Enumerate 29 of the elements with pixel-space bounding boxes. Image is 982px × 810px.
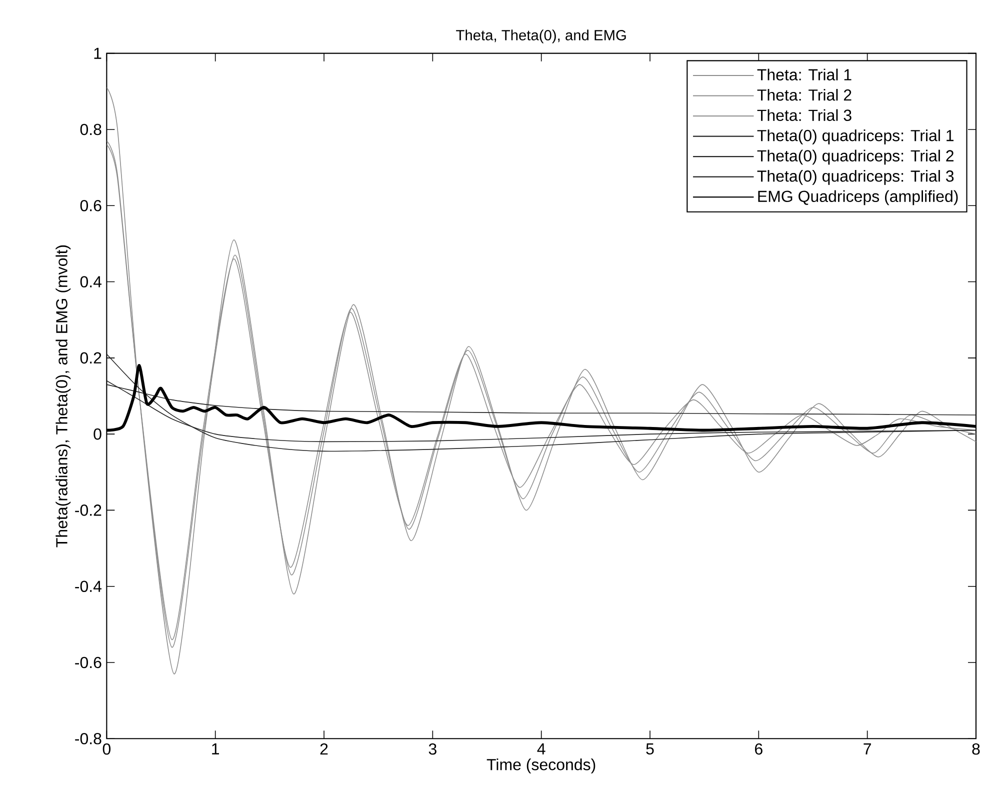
legend-label: Theta(0) quadriceps: Trial 1 bbox=[757, 129, 954, 144]
legend-label: Theta(0) quadriceps: Trial 3 bbox=[757, 170, 954, 185]
x-tick-label: 6 bbox=[755, 743, 762, 755]
legend-label: Theta(0) quadriceps: Trial 2 bbox=[757, 150, 954, 165]
x-tick-label: 3 bbox=[428, 743, 436, 755]
y-tick-label: 0.6 bbox=[80, 200, 102, 212]
y-tick-label: -0.2 bbox=[75, 504, 102, 516]
legend-label: EMG Quadriceps (amplified) bbox=[758, 190, 958, 206]
x-tick-label: 0 bbox=[102, 743, 111, 755]
x-tick-label: 4 bbox=[537, 743, 546, 754]
y-axis-title: Theta(radians), Theta(0), and EMG (mvolt) bbox=[56, 245, 71, 548]
x-tick-label: 5 bbox=[646, 743, 654, 755]
legend-label: Theta: Trial 2 bbox=[757, 88, 852, 101]
x-tick-label: 8 bbox=[972, 743, 980, 755]
y-tick-label: 0.4 bbox=[80, 276, 102, 288]
x-axis-title: Time (seconds) bbox=[486, 758, 596, 774]
y-tick-label: 0.2 bbox=[80, 352, 102, 364]
chart-title: Theta, Theta(0), and EMG bbox=[456, 30, 626, 44]
y-tick-label: -0.8 bbox=[75, 732, 102, 744]
y-tick-label: 0.8 bbox=[80, 124, 102, 136]
legend-label: Theta: Trial 3 bbox=[757, 109, 852, 121]
x-tick-label: 7 bbox=[864, 743, 871, 754]
y-tick-label: 1 bbox=[94, 48, 102, 59]
y-tick-label: -0.4 bbox=[75, 580, 102, 592]
x-tick-label: 1 bbox=[212, 743, 220, 754]
y-tick-label: 0 bbox=[94, 428, 102, 440]
legend-label: Theta: Trial 1 bbox=[757, 68, 852, 80]
x-tick-label: 2 bbox=[320, 743, 328, 755]
y-tick-label: -0.6 bbox=[75, 656, 102, 668]
